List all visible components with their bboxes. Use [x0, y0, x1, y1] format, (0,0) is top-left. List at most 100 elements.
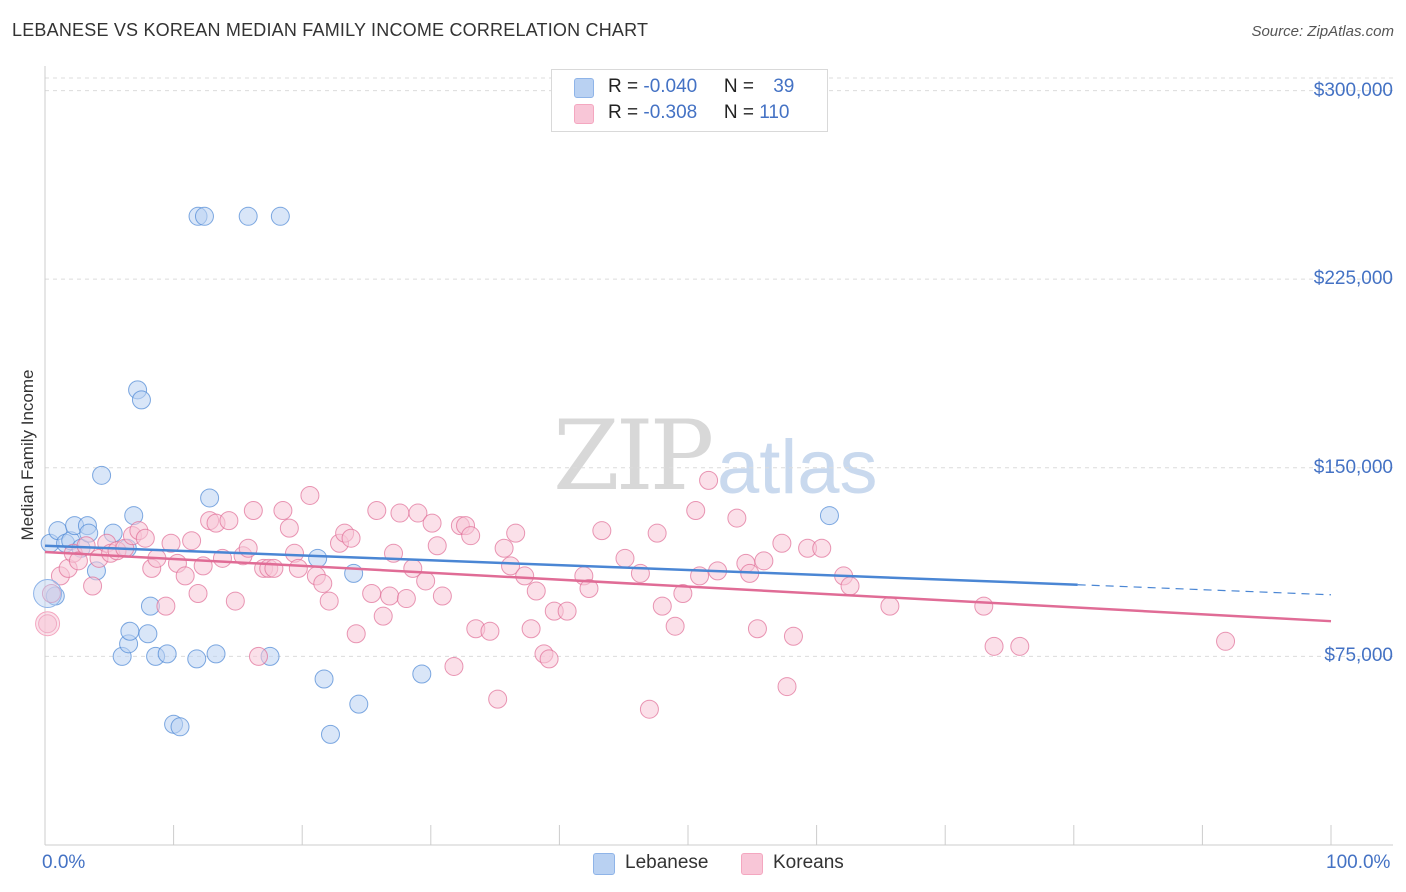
trend-line-extension-lebanese	[1077, 584, 1332, 596]
point-koreans	[380, 586, 400, 606]
point-koreans	[248, 646, 268, 666]
point-koreans	[639, 699, 659, 719]
point-koreans	[273, 501, 293, 521]
point-lebanese	[349, 694, 369, 714]
point-koreans	[647, 523, 667, 543]
legend-n-value-koreans: 110	[759, 102, 790, 123]
bottom-legend-swatch-lebanese	[593, 853, 615, 875]
y-tick-label: $75,000	[1324, 645, 1393, 667]
point-lebanese	[120, 621, 140, 641]
point-lebanese-large	[33, 579, 63, 609]
point-koreans	[408, 503, 428, 523]
chart-title: LEBANESE VS KOREAN MEDIAN FAMILY INCOME …	[12, 20, 649, 40]
bottom-legend-swatch-koreans	[741, 853, 763, 875]
point-koreans	[279, 518, 299, 538]
point-koreans-large	[35, 611, 61, 637]
point-koreans	[313, 573, 333, 593]
point-koreans	[432, 586, 452, 606]
point-koreans	[783, 626, 803, 646]
point-koreans	[346, 624, 366, 644]
point-koreans	[373, 606, 393, 626]
point-koreans	[219, 511, 239, 531]
point-koreans	[501, 556, 521, 576]
point-lebanese	[138, 624, 158, 644]
source-label: Source: ZipAtlas.com	[1251, 23, 1394, 40]
point-lebanese	[187, 649, 207, 669]
point-koreans	[427, 536, 447, 556]
point-koreans	[41, 584, 61, 604]
point-koreans	[396, 589, 416, 609]
point-koreans	[521, 619, 541, 639]
y-tick-label: $300,000	[1313, 79, 1393, 101]
point-koreans	[243, 501, 263, 521]
point-koreans	[494, 538, 514, 558]
point-lebanese	[170, 717, 190, 737]
point-koreans	[777, 677, 797, 697]
point-koreans	[840, 576, 860, 596]
point-koreans	[83, 576, 103, 596]
point-koreans	[264, 558, 284, 578]
legend-n-label: N =	[723, 102, 760, 123]
point-koreans	[1216, 631, 1236, 651]
legend-r-value-koreans: -0.308	[643, 102, 698, 123]
point-koreans	[880, 596, 900, 616]
point-lebanese	[314, 669, 334, 689]
x-tick-label-max: 100.0%	[1326, 852, 1391, 873]
y-tick-label: $225,000	[1313, 268, 1393, 290]
point-koreans	[461, 526, 481, 546]
point-koreans	[515, 566, 535, 586]
point-koreans	[984, 636, 1004, 656]
stats-legend: R = -0.040 N = 39 R = -0.308 N = 110	[551, 69, 828, 132]
point-lebanese	[270, 206, 290, 226]
legend-swatch-lebanese	[574, 78, 594, 98]
point-koreans	[416, 571, 436, 591]
legend-n-label: N =	[723, 76, 760, 97]
point-koreans	[288, 558, 308, 578]
y-tick-label: $150,000	[1313, 456, 1393, 478]
point-lebanese	[320, 724, 340, 744]
point-koreans	[362, 584, 382, 604]
point-koreans	[367, 501, 387, 521]
point-lebanese	[308, 548, 328, 568]
point-koreans	[480, 621, 500, 641]
point-koreans	[974, 596, 994, 616]
point-koreans	[699, 470, 719, 490]
point-koreans	[592, 521, 612, 541]
point-koreans	[488, 689, 508, 709]
point-koreans	[506, 523, 526, 543]
point-lebanese	[238, 206, 258, 226]
trend-line-koreans	[44, 550, 1332, 623]
trend-line-lebanese	[44, 544, 1078, 586]
point-koreans	[188, 584, 208, 604]
point-koreans	[225, 591, 245, 611]
point-koreans	[673, 584, 693, 604]
point-koreans	[319, 591, 339, 611]
point-lebanese	[412, 664, 432, 684]
point-koreans	[444, 656, 464, 676]
point-koreans	[772, 533, 792, 553]
point-lebanese	[819, 506, 839, 526]
point-koreans	[390, 503, 410, 523]
x-tick-label-min: 0.0%	[42, 852, 86, 873]
point-koreans	[182, 531, 202, 551]
point-koreans	[615, 548, 635, 568]
point-koreans	[422, 513, 442, 533]
point-koreans	[156, 596, 176, 616]
point-koreans	[161, 533, 181, 553]
point-koreans	[579, 578, 599, 598]
point-lebanese	[92, 465, 112, 485]
point-koreans	[1010, 636, 1030, 656]
point-lebanese	[200, 488, 220, 508]
point-koreans	[539, 649, 559, 669]
point-koreans	[727, 508, 747, 528]
point-koreans	[341, 528, 361, 548]
point-koreans	[754, 551, 774, 571]
legend-r-label: R =	[608, 102, 644, 123]
point-koreans	[665, 616, 685, 636]
point-koreans	[812, 538, 832, 558]
point-koreans	[526, 581, 546, 601]
point-koreans	[300, 485, 320, 505]
legend-r-value-lebanese: -0.040	[643, 76, 698, 97]
y-axis-label: Median Family Income	[18, 369, 37, 541]
legend-r-label: R =	[608, 76, 644, 97]
